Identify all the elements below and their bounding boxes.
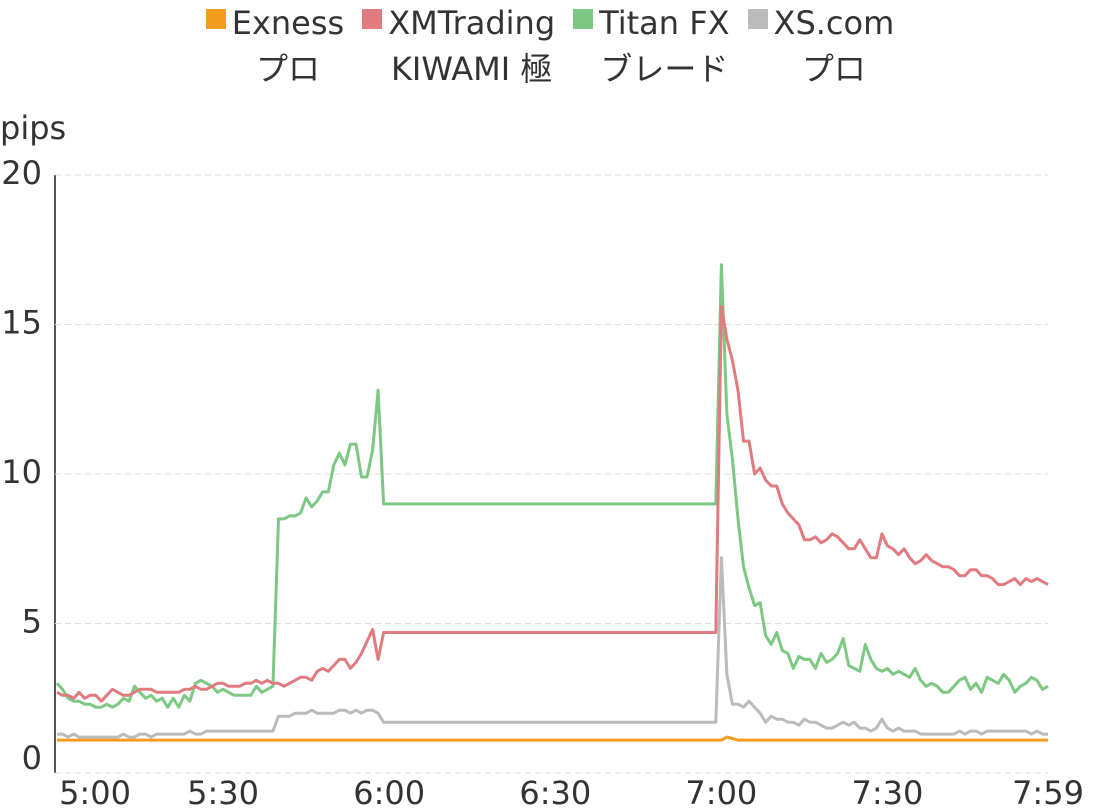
y-tick-label: 20 [1, 154, 42, 192]
legend-swatch [747, 9, 768, 29]
y-tick-label: 5 [22, 603, 42, 641]
y-tick-label: 0 [22, 739, 42, 777]
y-tick-label: 15 [1, 304, 42, 342]
legend-label: XS.com プロ [773, 4, 895, 88]
legend-label: Titan FX ブレード [599, 4, 730, 88]
legend-label: Exness プロ [231, 4, 345, 88]
x-tick-label: 6:00 [353, 774, 425, 809]
legend-item: Titan FX ブレード [573, 0, 730, 92]
series-line [56, 305, 1049, 703]
x-tick-label: 7:30 [852, 774, 924, 809]
series-line [57, 556, 1048, 739]
x-tick-label: 7:00 [685, 774, 757, 809]
x-tick-label: 7:59 [1012, 774, 1084, 809]
legend-swatch [573, 9, 594, 29]
legend-item: Exness プロ [205, 0, 345, 92]
series-line [55, 263, 1049, 709]
legend-label: XMTrading KIWAMI 極 [388, 4, 556, 88]
x-tick-label: 5:00 [59, 774, 131, 809]
legend-swatch [362, 9, 383, 29]
x-tick-label: 5:30 [187, 774, 259, 809]
y-tick-label: 10 [1, 453, 42, 491]
series-line [57, 735, 1048, 742]
y-axis-label: pips [0, 109, 66, 147]
x-tick-label: 6:30 [519, 774, 591, 809]
legend-item: XMTrading KIWAMI 極 [362, 0, 555, 92]
legend-item: XS.com プロ [747, 0, 895, 92]
legend: Exness プロ XMTrading KIWAMI 極 Titan FX ブレード… [0, 0, 1100, 92]
legend-swatch [205, 9, 226, 29]
